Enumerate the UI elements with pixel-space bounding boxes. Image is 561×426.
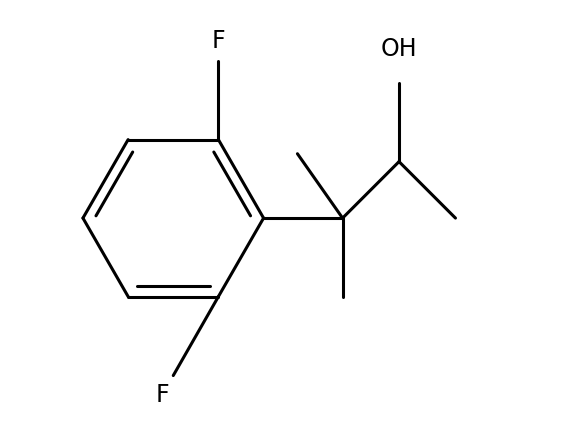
Text: F: F [155,383,169,407]
Text: OH: OH [381,37,417,60]
Text: F: F [211,29,225,53]
